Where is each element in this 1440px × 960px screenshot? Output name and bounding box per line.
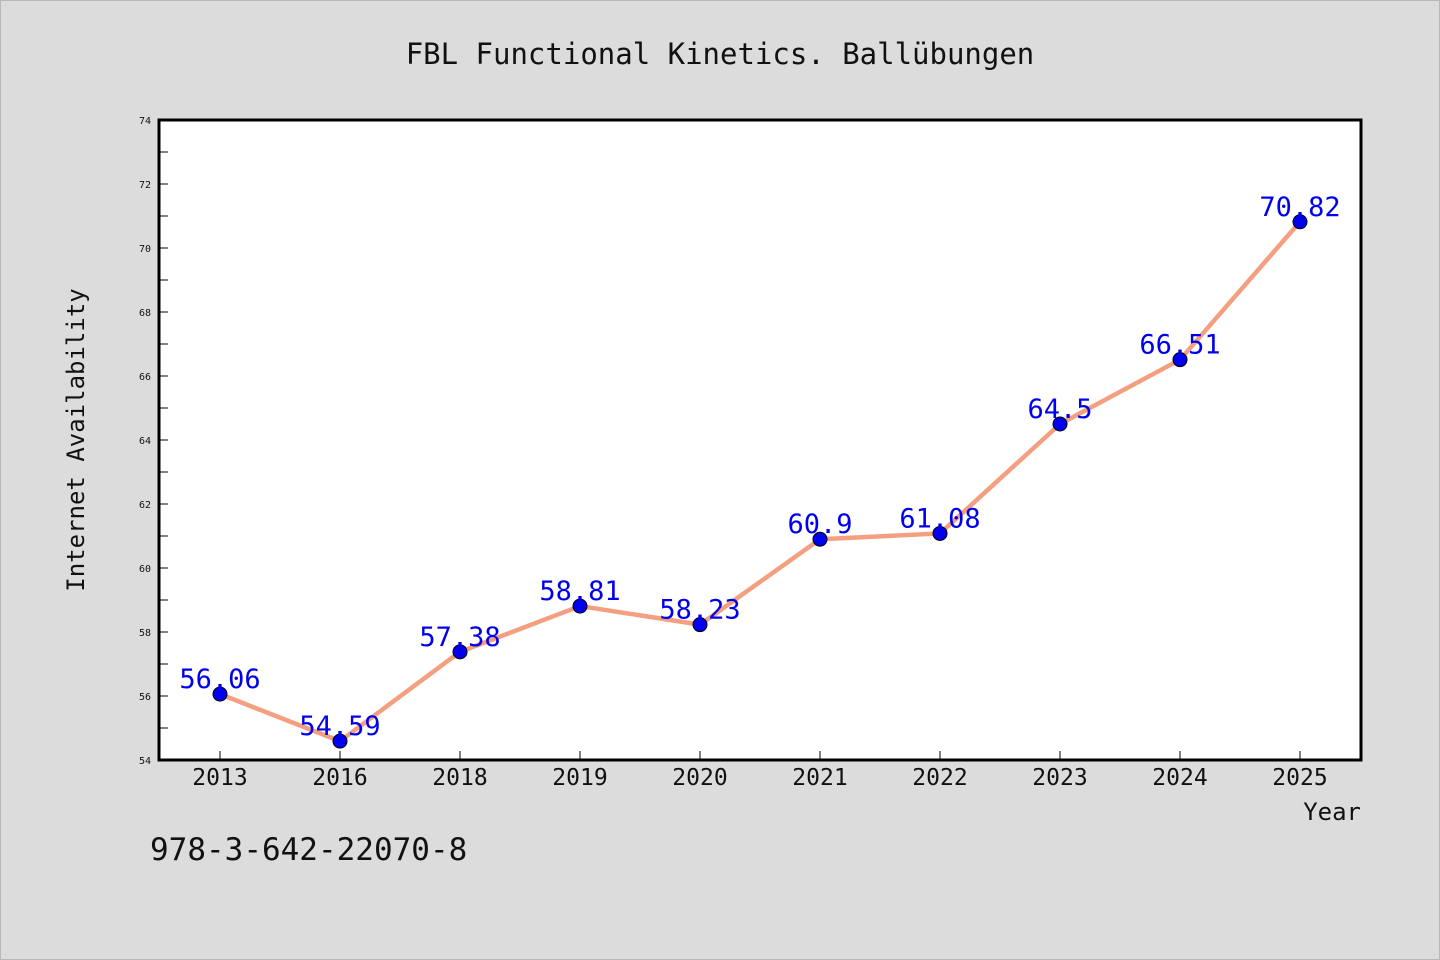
data-point: [812, 531, 828, 547]
y-tick-label: 74: [139, 116, 151, 127]
data-point: [452, 644, 468, 660]
footer-isbn: 978-3-642-22070-8: [150, 832, 468, 868]
data-point: [572, 598, 588, 614]
x-tick-label: 2013: [192, 765, 247, 791]
plot-area: [157, 118, 1363, 762]
data-label: 57.38: [419, 622, 500, 653]
x-tick-label: 2023: [1032, 765, 1087, 791]
data-label: 54.59: [299, 711, 380, 742]
x-tick-label: 2018: [432, 765, 487, 791]
x-tick-label: 2022: [912, 765, 967, 791]
x-tick-label: 2025: [1272, 765, 1327, 791]
y-tick-label: 54: [139, 756, 151, 767]
y-tick-label: 70: [139, 244, 151, 255]
data-point: [332, 733, 348, 749]
data-point: [1052, 416, 1068, 432]
data-markers: [212, 214, 1308, 749]
data-point: [932, 525, 948, 541]
series-line: [217, 219, 1303, 744]
data-label: 66.51: [1139, 330, 1220, 361]
x-axis: 2013 2016 2018 2019 2020 2021 2022 2023 2024 2025: [192, 751, 1328, 791]
data-point: [1292, 214, 1308, 230]
x-tick-label: 2024: [1152, 765, 1207, 791]
data-point: [212, 686, 228, 702]
data-label: 56.06: [179, 664, 260, 695]
x-tick-label: 2019: [552, 765, 607, 791]
data-label: 64.5: [1027, 394, 1092, 425]
y-axis: 54 56 58 60 62 64 66 68 70 72 74: [139, 116, 168, 767]
data-point: [1172, 352, 1188, 368]
y-axis-label: Internet Availability: [62, 288, 90, 591]
data-point: [692, 617, 708, 633]
data-labels: 56.06 54.59 57.38 58.81 58.23 60.9 61.08 64.5 66…: [179, 192, 1340, 742]
y-tick-label: 62: [139, 500, 151, 511]
chart-title: FBL Functional Kinetics. Ballübungen: [406, 37, 1035, 71]
y-tick-label: 66: [139, 372, 151, 383]
y-tick-label: 72: [139, 180, 151, 191]
x-tick-label: 2021: [792, 765, 847, 791]
y-tick-label: 64: [139, 436, 151, 447]
y-tick-label: 60: [139, 564, 151, 575]
y-tick-label: 58: [139, 628, 151, 639]
data-label: 58.81: [539, 576, 620, 607]
x-tick-label: 2020: [672, 765, 727, 791]
data-label: 58.23: [659, 595, 740, 626]
data-label: 61.08: [899, 503, 980, 534]
y-tick-label: 68: [139, 308, 151, 319]
x-axis-label: Year: [1303, 798, 1361, 826]
data-label: 70.82: [1259, 192, 1340, 223]
y-tick-label: 56: [139, 692, 151, 703]
data-label: 60.9: [787, 509, 852, 540]
x-tick-label: 2016: [312, 765, 367, 791]
